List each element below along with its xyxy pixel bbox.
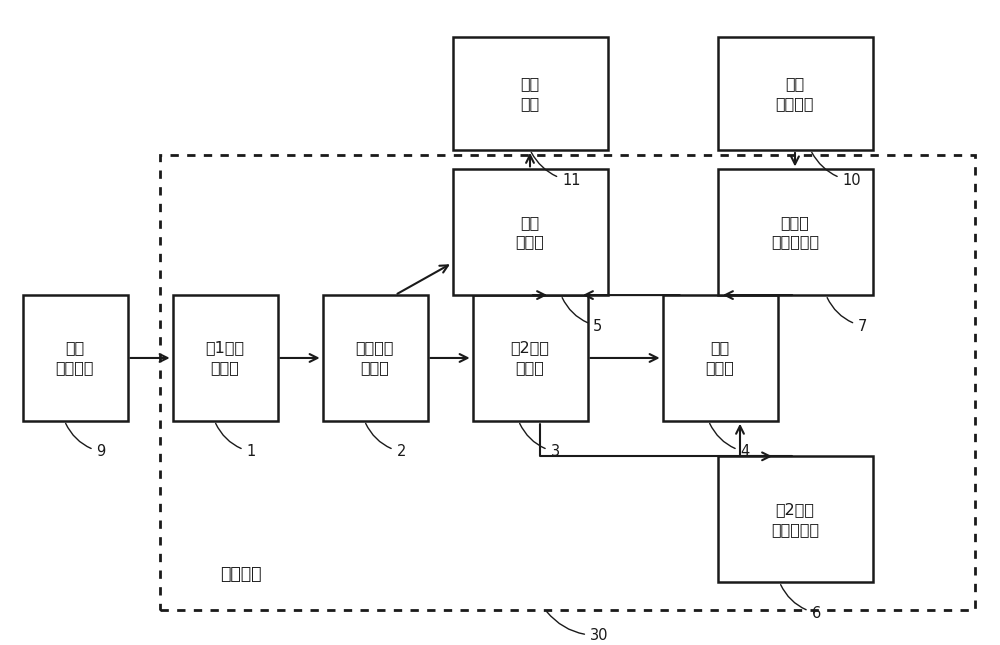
Text: 6: 6: [781, 584, 821, 620]
Text: 周边
监视装置: 周边 监视装置: [56, 341, 94, 375]
Text: 本车辆
路径计算部: 本车辆 路径计算部: [771, 215, 819, 250]
Bar: [322, 295, 428, 421]
Bar: [718, 457, 872, 582]
Bar: [662, 295, 778, 421]
Bar: [718, 37, 872, 150]
Text: 10: 10: [812, 152, 861, 188]
Bar: [452, 37, 608, 150]
Text: 第2物体
检测部: 第2物体 检测部: [511, 341, 550, 375]
Text: 4: 4: [710, 423, 750, 459]
Text: 接触
判定部: 接触 判定部: [706, 341, 734, 375]
Text: 通知
装置: 通知 装置: [520, 76, 540, 111]
Text: 2: 2: [366, 423, 406, 459]
Bar: [452, 169, 608, 295]
Text: 3: 3: [520, 423, 560, 459]
Text: 30: 30: [547, 611, 609, 643]
Text: 5: 5: [562, 297, 602, 333]
Text: 7: 7: [827, 297, 867, 333]
Text: 第1物体
检测部: 第1物体 检测部: [205, 341, 245, 375]
Text: 车辆
控制装置: 车辆 控制装置: [776, 76, 814, 111]
Text: 11: 11: [531, 152, 580, 188]
Bar: [160, 155, 975, 610]
Text: 穿越区域
设定部: 穿越区域 设定部: [356, 341, 394, 375]
Bar: [22, 295, 128, 421]
Bar: [173, 295, 278, 421]
Text: 警告
通知部: 警告 通知部: [516, 215, 544, 250]
Text: 1: 1: [216, 423, 256, 459]
Text: 第2物体
路径计算部: 第2物体 路径计算部: [771, 502, 819, 537]
Text: 9: 9: [66, 423, 106, 459]
Bar: [473, 295, 588, 421]
Bar: [718, 169, 872, 295]
Text: 控制装置: 控制装置: [220, 565, 262, 583]
